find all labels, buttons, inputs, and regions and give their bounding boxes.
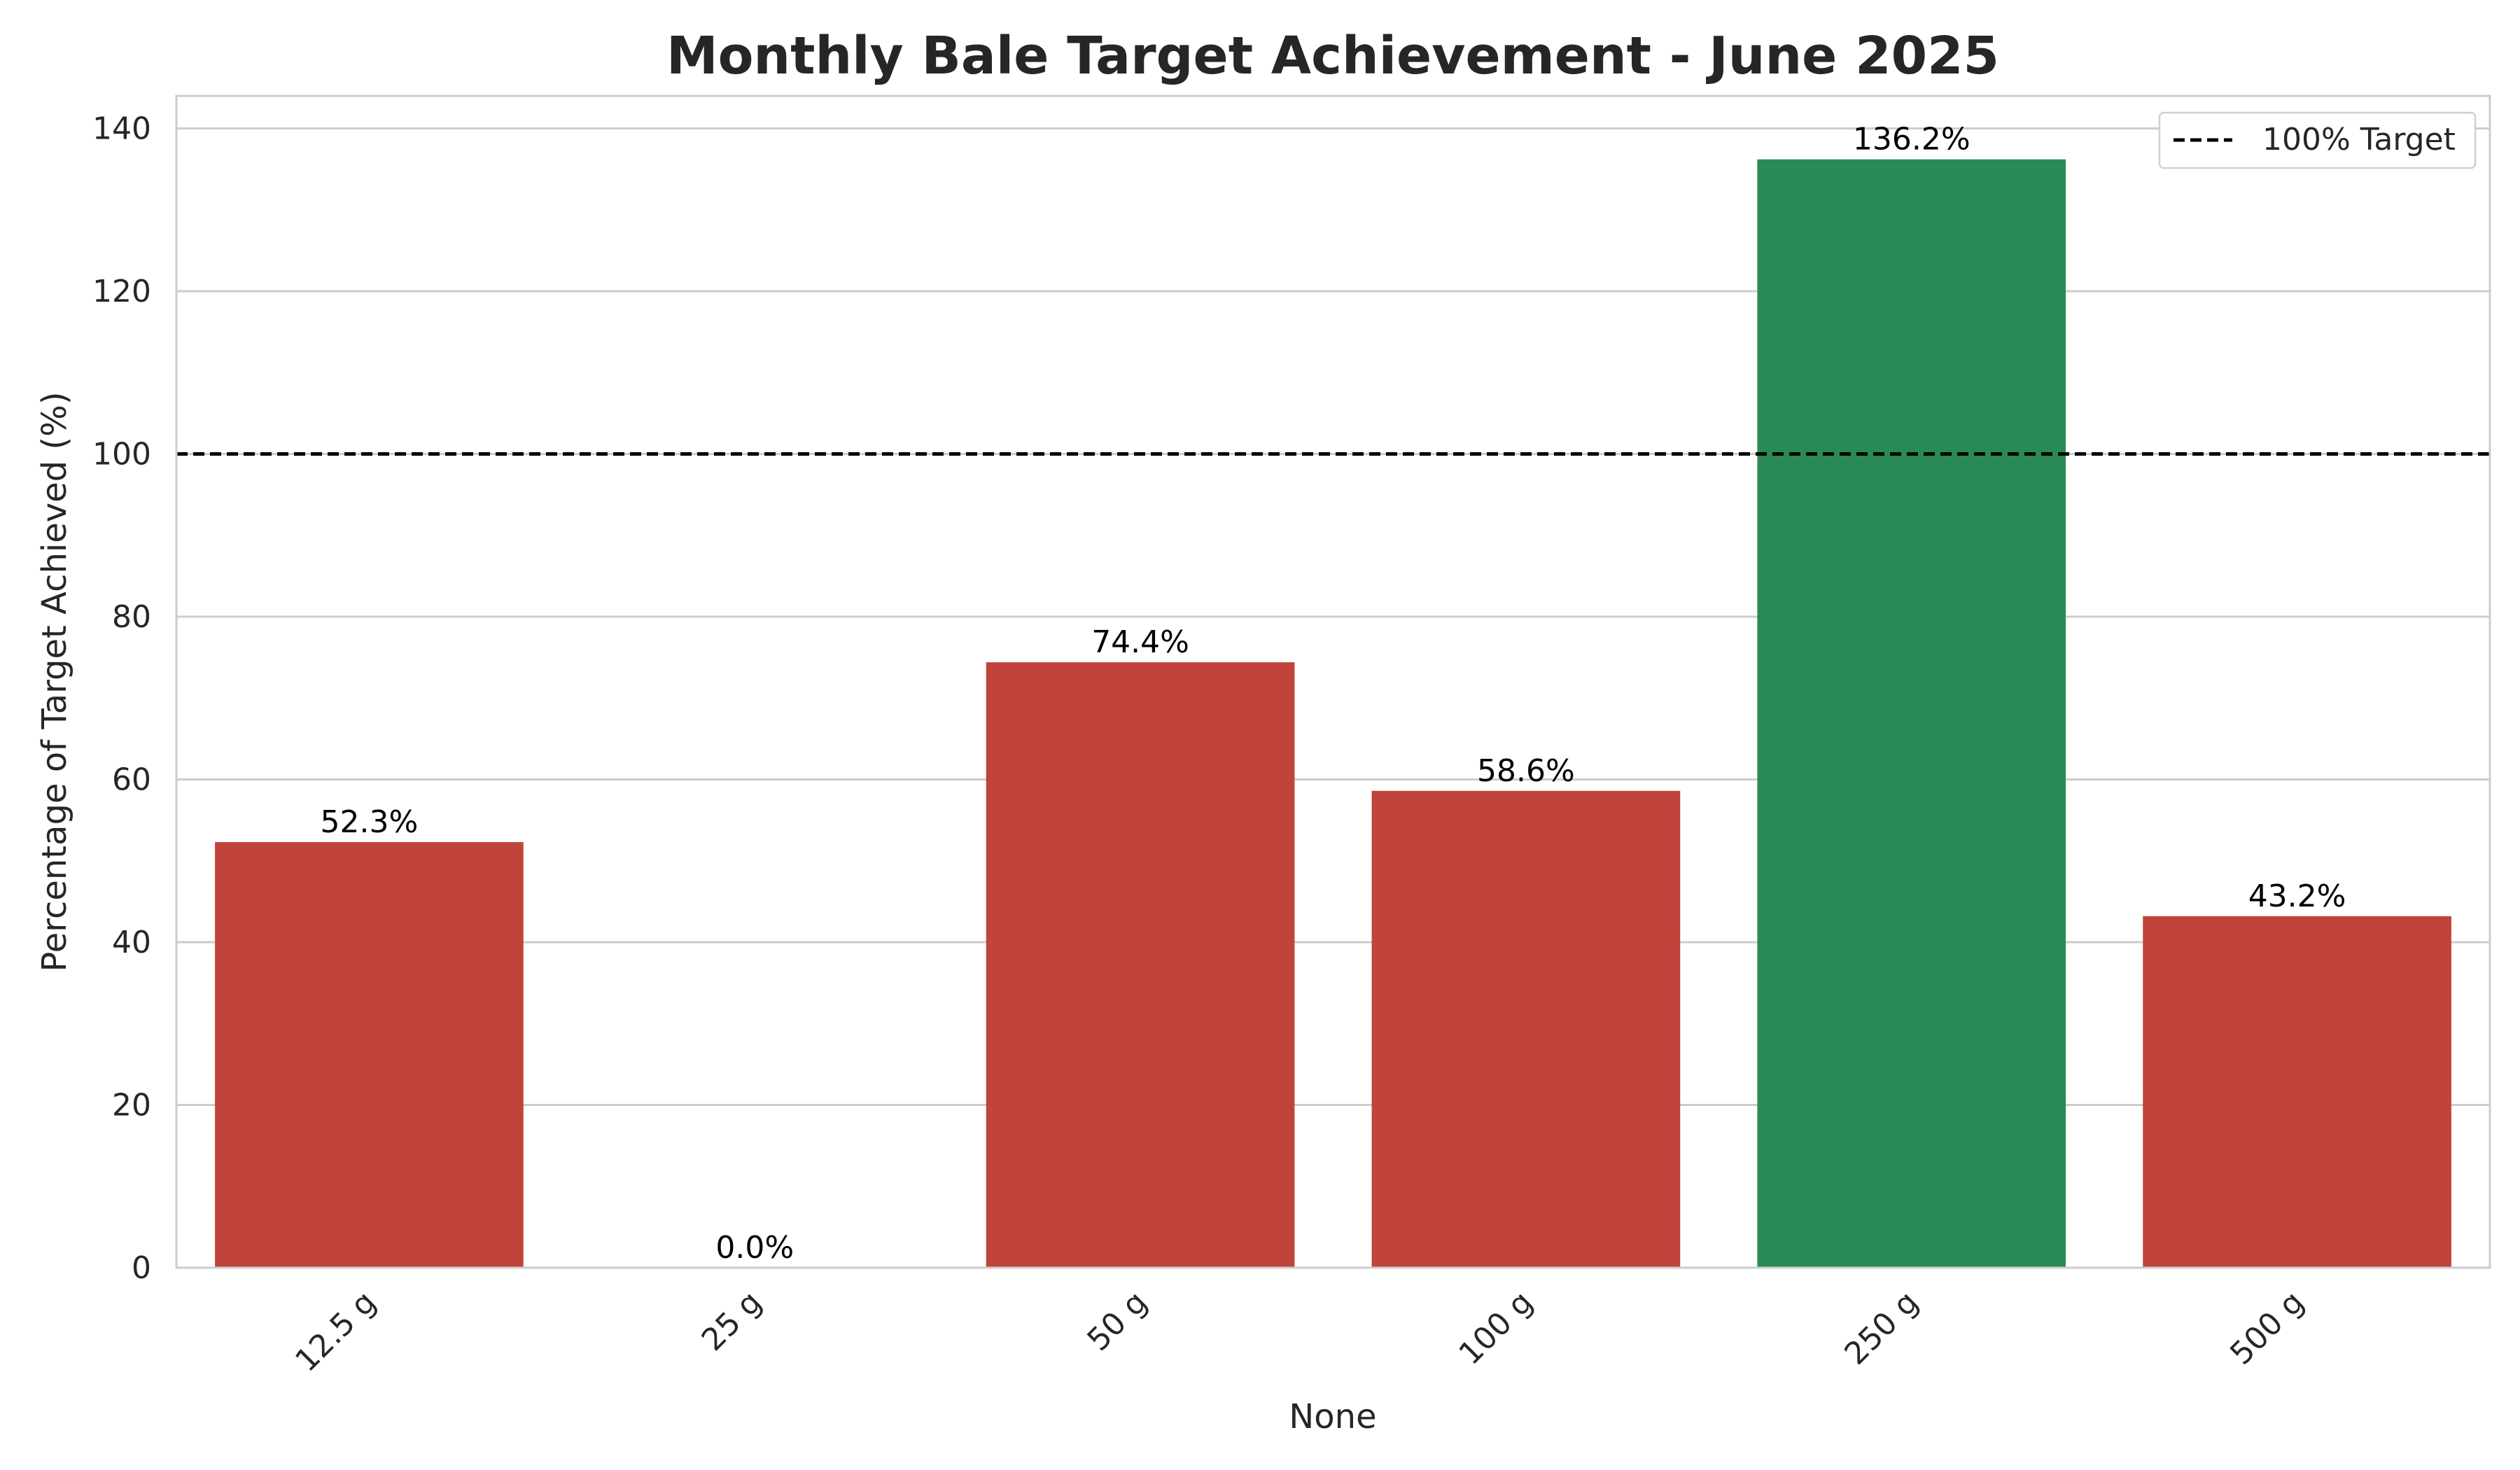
- bar-value-label: 43.2%: [2248, 878, 2346, 914]
- legend-entry-label: 100% Target: [2262, 122, 2456, 158]
- x-tick-label: 250 g: [1837, 1284, 1925, 1372]
- bar-layer: [215, 159, 2451, 1268]
- bar: [215, 842, 524, 1268]
- y-axis-label: Percentage of Target Achieved (%): [35, 392, 74, 972]
- bar-value-label: 52.3%: [321, 804, 419, 840]
- y-tick-label: 120: [92, 274, 151, 309]
- bar: [1371, 790, 1681, 1268]
- y-tick-labels: 0 20 40 60 80 100 120 140: [92, 111, 151, 1287]
- x-tick-label: 50 g: [1081, 1284, 1154, 1358]
- y-tick-label: 60: [112, 762, 151, 798]
- y-tick-label: 20: [112, 1088, 151, 1124]
- y-tick-label: 140: [92, 111, 151, 147]
- grid-layer: [176, 127, 2490, 1269]
- bar-value-label: 58.6%: [1477, 753, 1575, 789]
- legend-box: [2158, 111, 2477, 169]
- y-tick-label: 100: [92, 437, 151, 472]
- bar: [986, 662, 1295, 1268]
- plot-frame: [175, 94, 2491, 1269]
- x-tick-label: 100 g: [1452, 1284, 1540, 1372]
- bar-value-label: 0.0%: [715, 1230, 794, 1266]
- legend: 100% Target: [2158, 111, 2477, 169]
- x-tick-label: 500 g: [2223, 1284, 2311, 1372]
- x-tick-label: 25 g: [695, 1284, 769, 1358]
- chart-title: Monthly Bale Target Achievement - June 2…: [666, 26, 1999, 86]
- x-axis-label: None: [1289, 1397, 1376, 1436]
- y-tick-label: 40: [112, 925, 151, 960]
- y-tick-label: 0: [132, 1250, 151, 1286]
- x-tick-label: 12.5 g: [288, 1284, 383, 1379]
- bar: [2143, 916, 2451, 1268]
- bar-value-label: 136.2%: [1853, 122, 1970, 158]
- x-tick-labels: 12.5 g 25 g 50 g 100 g 250 g 500 g: [288, 1284, 2311, 1379]
- bar: [1757, 159, 2066, 1268]
- bar-value-labels: 52.3% 0.0% 74.4% 58.6% 136.2% 43.2%: [321, 122, 2346, 1266]
- y-tick-label: 80: [112, 599, 151, 635]
- bar-value-label: 74.4%: [1091, 624, 1189, 660]
